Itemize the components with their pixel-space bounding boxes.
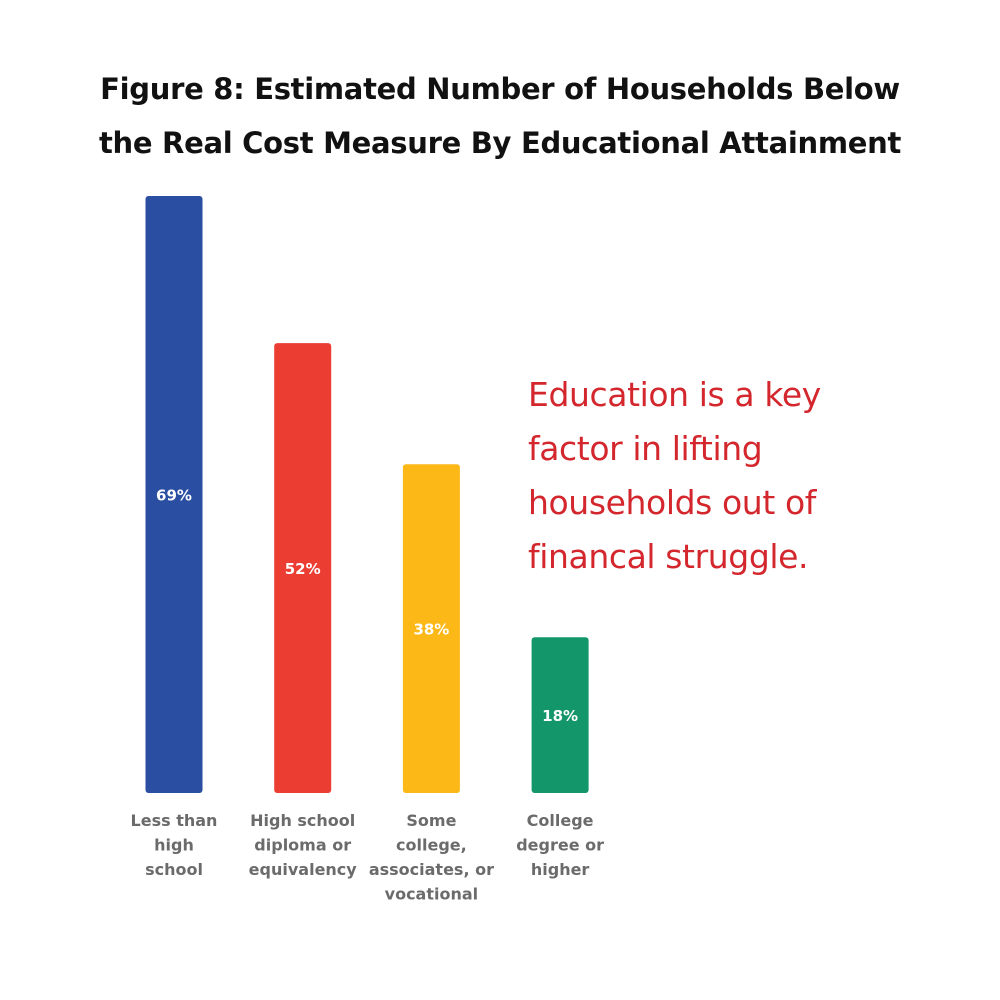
category-label: school: [145, 860, 203, 879]
callout-line-4: financal struggle.: [528, 537, 809, 576]
bar: [145, 196, 203, 793]
category-label: equivalency: [249, 860, 358, 879]
bar-value-label: 69%: [156, 487, 192, 505]
category-label: degree or: [516, 836, 604, 855]
callout-line-2: factor in lifting: [528, 429, 763, 468]
category-label: higher: [531, 860, 590, 879]
category-label: College: [527, 811, 594, 830]
chart-title-line-2: the Real Cost Measure By Educational Att…: [98, 126, 902, 160]
callout-text: Education is a key factor in lifting hou…: [528, 368, 948, 584]
bar: [274, 343, 332, 793]
category-label: Less than: [131, 811, 218, 830]
bar: [531, 637, 589, 793]
category-label: associates, or: [369, 860, 494, 879]
callout-line-1: Education is a key: [528, 375, 821, 414]
chart-title: Figure 8: Estimated Number of Households…: [0, 62, 1000, 170]
bar: [402, 464, 460, 793]
callout-line-3: households out of: [528, 483, 816, 522]
category-label: diploma or: [254, 836, 351, 855]
category-label: college,: [396, 836, 467, 855]
bar-value-label: 38%: [413, 621, 449, 639]
category-label: Some: [406, 811, 456, 830]
category-label: vocational: [385, 885, 479, 904]
bar-value-label: 18%: [542, 707, 578, 725]
category-label: high: [154, 836, 194, 855]
bar-value-label: 52%: [285, 560, 321, 578]
category-label: High school: [250, 811, 355, 830]
chart-title-line-1: Figure 8: Estimated Number of Households…: [100, 72, 900, 106]
